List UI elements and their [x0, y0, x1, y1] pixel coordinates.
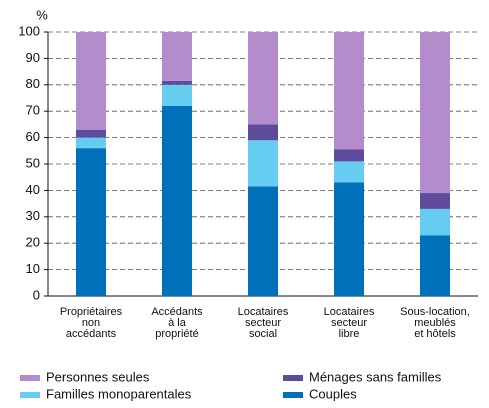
bar-segment	[334, 149, 364, 162]
bar-segment	[248, 124, 278, 141]
y-tick-label: 0	[33, 287, 40, 302]
bar-segment	[162, 80, 192, 85]
x-tick-label-line: meublés	[414, 317, 456, 329]
x-tick-label-line: Sous-location,	[400, 306, 470, 318]
bar-segment	[334, 32, 364, 150]
legend-label: Familles monoparentales	[46, 386, 192, 401]
y-tick-label: 90	[26, 50, 40, 65]
legend-swatch	[20, 375, 40, 381]
x-tick-label-line: Locataires	[324, 306, 375, 318]
x-tick-label-line: non	[82, 317, 100, 329]
x-tick-label-line: Accédants	[151, 306, 203, 318]
bar-segment	[162, 32, 192, 81]
y-tick-label: 70	[26, 103, 40, 118]
x-tick-label-line: secteur	[245, 317, 281, 329]
x-tick-label-line: social	[249, 328, 277, 340]
bar-segment	[76, 148, 106, 296]
bar-segment	[76, 32, 106, 130]
bar-segment	[248, 186, 278, 296]
x-tick-label: Locataires secteur social	[238, 306, 289, 340]
bar-segment	[162, 84, 192, 106]
y-axis-label: %	[36, 7, 48, 22]
legend-label: Personnes seules	[46, 369, 150, 384]
y-tick-label: 40	[26, 182, 40, 197]
legend-swatch	[283, 392, 303, 398]
x-tick-label-line: propriété	[155, 328, 198, 340]
x-tick-label: Accédants à la propriété	[151, 306, 203, 340]
x-tick-label-line: à la	[168, 317, 187, 329]
y-tick-label: 10	[26, 261, 40, 276]
bar-segment	[76, 137, 106, 149]
y-tick-label: 60	[26, 129, 40, 144]
bar-segment	[420, 208, 450, 236]
y-tick-label: 100	[18, 23, 40, 38]
x-tick-label: Sous-location, meublés et hôtels	[400, 306, 470, 340]
bar-segment	[76, 129, 106, 138]
x-tick-label-line: Propriétaires	[60, 306, 123, 318]
x-tick-label-line: secteur	[331, 317, 367, 329]
legend-label: Couples	[309, 386, 357, 401]
x-tick-label-line: accédants	[66, 328, 117, 340]
x-tick-label: Locataires secteur libre	[324, 306, 375, 340]
x-tick-label-line: Locataires	[238, 306, 289, 318]
legend-label: Ménages sans familles	[309, 369, 442, 384]
x-tick-label: Propriétaires non accédants	[60, 306, 123, 340]
x-tick-label-line: et hôtels	[414, 328, 456, 340]
bar-segment	[420, 235, 450, 296]
y-tick-label: 20	[26, 235, 40, 250]
bar-segment	[334, 182, 364, 296]
bar-segment	[420, 32, 450, 194]
y-tick-label: 30	[26, 208, 40, 223]
bar-segment	[162, 105, 192, 296]
bar-segment	[334, 161, 364, 183]
legend-swatch	[20, 392, 40, 398]
y-tick-label: 50	[26, 155, 40, 170]
x-tick-label-line: libre	[339, 328, 360, 340]
legend-swatch	[283, 375, 303, 381]
bar-segment	[420, 193, 450, 209]
bar-segment	[248, 32, 278, 125]
bar-segment	[248, 140, 278, 187]
y-tick-label: 80	[26, 76, 40, 91]
